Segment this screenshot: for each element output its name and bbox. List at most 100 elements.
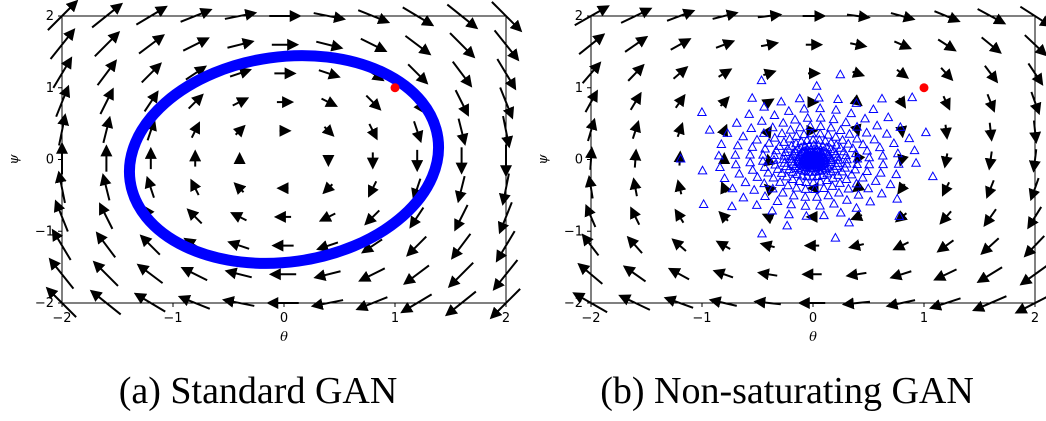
field-arrow xyxy=(895,66,910,79)
trajectory-point xyxy=(828,198,839,208)
field-arrow xyxy=(674,179,687,195)
field-arrow xyxy=(716,123,729,138)
trajectory-point xyxy=(841,194,853,204)
field-arrow xyxy=(227,38,255,50)
field-arrow xyxy=(851,66,866,78)
trajectory-point xyxy=(907,91,918,102)
trajectory xyxy=(675,69,938,242)
caption: (a) Standard GAN xyxy=(119,370,398,412)
field-arrow xyxy=(407,63,429,85)
trajectory-point xyxy=(872,120,883,130)
trajectory-point xyxy=(751,199,762,209)
trajectory-point xyxy=(863,183,874,193)
field-arrow xyxy=(141,62,162,84)
field-arrow xyxy=(939,95,951,111)
field-arrow xyxy=(189,121,200,139)
trajectory-point xyxy=(851,202,862,212)
trajectory-point xyxy=(791,182,802,192)
trajectory-point xyxy=(920,127,931,137)
field-arrow xyxy=(318,68,341,80)
x-tick-label: 2 xyxy=(502,311,510,326)
trajectory-point xyxy=(850,164,861,174)
trajectory-point xyxy=(840,117,851,127)
field-arrow xyxy=(454,204,469,232)
field-arrow xyxy=(318,210,336,222)
field-arrow xyxy=(984,93,996,113)
trajectory-point xyxy=(800,191,811,201)
trajectory-point xyxy=(777,187,788,197)
trajectory-point xyxy=(868,103,879,114)
trajectory-point xyxy=(832,93,844,104)
trajectory-point xyxy=(759,178,770,188)
trajectory-point xyxy=(760,143,771,153)
trajectory-point xyxy=(860,113,871,123)
start-point xyxy=(919,83,929,93)
trajectory-point xyxy=(808,134,819,144)
trajectory-point xyxy=(847,143,858,153)
trajectory-point xyxy=(675,153,686,163)
trajectory-point xyxy=(807,171,818,181)
field-arrow xyxy=(99,87,114,115)
trajectory-point xyxy=(731,117,742,127)
trajectory-point xyxy=(698,198,709,208)
trajectory-point xyxy=(893,158,904,168)
trajectory-point xyxy=(767,122,778,132)
field-arrow xyxy=(190,178,202,196)
field-arrow xyxy=(629,177,642,197)
field-arrow xyxy=(984,151,997,171)
field-arrow xyxy=(939,210,952,225)
trajectory-point xyxy=(861,165,873,176)
field-arrow xyxy=(850,209,864,221)
field-arrow xyxy=(630,206,641,226)
field-arrow xyxy=(406,235,427,257)
trajectory-point xyxy=(808,177,819,187)
trajectory-point xyxy=(786,151,797,161)
trajectory-point xyxy=(865,196,876,206)
trajectory-point xyxy=(833,154,844,164)
trajectory-point xyxy=(823,190,834,200)
trajectory-point xyxy=(783,209,794,219)
trajectory-point xyxy=(891,169,902,179)
trajectory-point xyxy=(782,220,793,230)
field-arrow xyxy=(715,240,731,252)
trajectory-point xyxy=(757,149,769,159)
trajectory-point xyxy=(870,175,881,185)
field-arrow xyxy=(404,35,432,56)
field-arrow xyxy=(848,239,865,251)
field-arrow xyxy=(715,39,736,51)
trajectory-point xyxy=(746,122,757,132)
trajectory-point xyxy=(892,148,903,158)
trajectory-point xyxy=(852,153,863,163)
field-arrow xyxy=(893,38,912,50)
trajectory-point xyxy=(778,136,789,146)
field-arrow xyxy=(933,268,957,281)
field-arrow xyxy=(358,267,386,282)
field-arrow xyxy=(227,239,250,251)
trajectory-point xyxy=(730,159,741,169)
field-arrow xyxy=(941,181,953,197)
y-tick-label: 0 xyxy=(46,153,54,168)
field-arrow xyxy=(411,178,423,201)
field-arrow xyxy=(94,30,121,58)
trajectory-point xyxy=(857,172,868,182)
trajectory-point xyxy=(799,103,810,113)
trajectory-point xyxy=(757,155,768,165)
trajectory-point xyxy=(752,171,763,181)
field-arrow xyxy=(980,237,1000,255)
panel-standard-gan: −2−2 −1 −1 0 0 1 1 2 2 θ ψ (a) Standard GAN xyxy=(7,0,523,412)
trajectory-point xyxy=(769,109,780,120)
trajectory-point xyxy=(756,75,767,85)
field-arrow xyxy=(233,182,247,195)
field-arrow xyxy=(143,90,159,112)
field-arrow xyxy=(232,124,246,138)
trajectory-point xyxy=(726,201,738,211)
field-arrow xyxy=(316,240,339,252)
x-tick-label: 1 xyxy=(391,311,399,326)
field-arrow xyxy=(667,267,690,281)
trajectory-point xyxy=(811,191,823,201)
trajectory-point xyxy=(844,217,855,227)
trajectory-point xyxy=(869,134,880,144)
trajectory-point xyxy=(769,132,780,142)
y-tick-label: 1 xyxy=(46,81,54,96)
field-arrow xyxy=(450,233,472,260)
